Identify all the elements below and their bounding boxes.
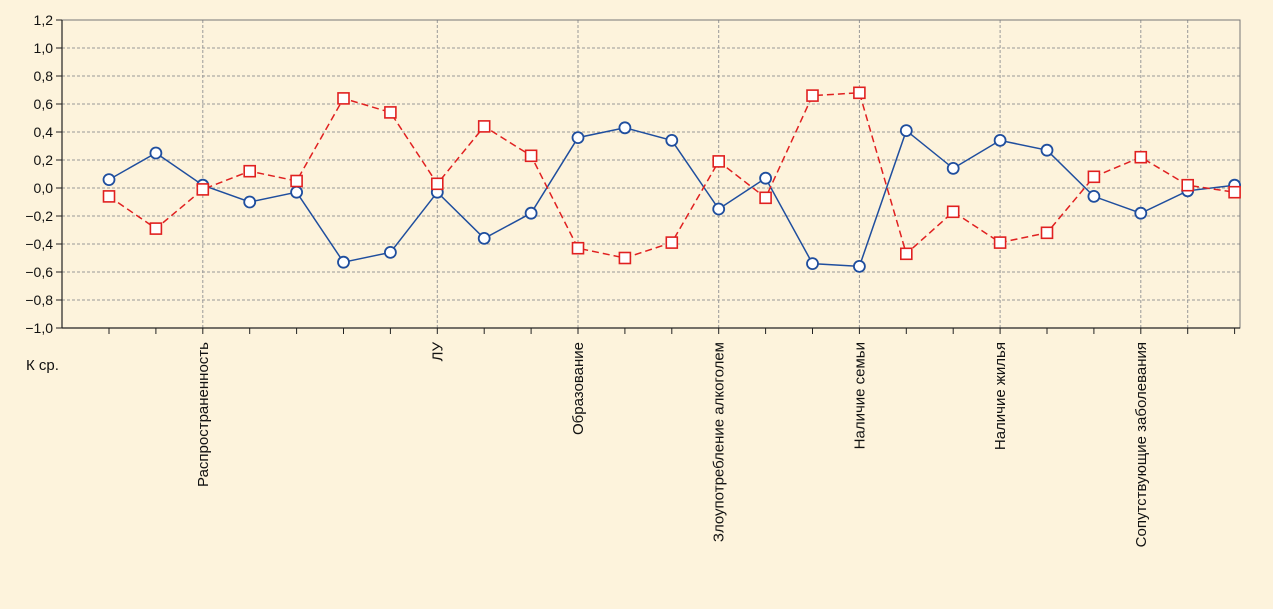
data-point [899, 124, 913, 138]
y-tick-label: 0,4 [34, 124, 54, 140]
data-point [1228, 185, 1241, 199]
data-point [806, 257, 819, 271]
y-tick-label: 1,0 [34, 40, 54, 56]
data-point [477, 120, 491, 133]
y-tick-labels: 1,2 1,0 0,8 0,6 0,4 0,2 0,0 −0,2 −0,4 −0,6 −0,8 −1,… [25, 12, 53, 336]
data-point [1087, 170, 1101, 184]
y-tick-label: 0,6 [34, 96, 54, 112]
category-labels: Распространенность ЛУ Образование Злоупотре… [195, 342, 1150, 548]
data-point [946, 205, 960, 219]
data-point [430, 177, 444, 191]
data-point [524, 149, 538, 163]
data-point [1087, 189, 1101, 203]
data-point [946, 161, 960, 175]
data-point [853, 259, 866, 273]
data-point [290, 174, 303, 188]
y-tick-label: −1,0 [25, 320, 53, 336]
data-point [759, 191, 772, 205]
y-tick-label: 1,2 [34, 12, 54, 28]
data-point [290, 185, 304, 199]
data-point [383, 245, 397, 259]
data-point [243, 164, 256, 178]
data-point [337, 255, 350, 269]
x-category-label: Наличие семьи [851, 342, 868, 449]
data-point [993, 133, 1007, 147]
x-category-label: Образование [570, 342, 587, 435]
y-tick-label: −0,4 [25, 236, 53, 252]
data-point [337, 92, 350, 105]
data-point [196, 183, 210, 196]
x-category-label: Злоупотребление алкоголем [711, 342, 728, 542]
y-tick-label: −0,8 [25, 292, 53, 308]
x-category-label: ЛУ [429, 342, 446, 362]
grid [62, 20, 1240, 328]
data-point [618, 251, 632, 265]
data-point [384, 106, 397, 119]
y-tick-label: 0,2 [34, 152, 54, 168]
data-point [477, 231, 491, 245]
series [102, 86, 1241, 273]
series-line [108, 92, 1235, 259]
data-point [571, 131, 585, 145]
series-1 [102, 121, 1241, 273]
y-tick-label: −0,6 [25, 264, 53, 280]
data-point [1040, 226, 1054, 240]
plot-frame [61, 19, 1241, 329]
data-point [665, 236, 679, 249]
data-point [853, 86, 866, 100]
data-point [806, 89, 819, 102]
data-point [243, 195, 257, 209]
data-point [524, 206, 538, 220]
data-point [759, 171, 772, 185]
y-tick-label: 0,0 [34, 180, 54, 196]
y-tick-label: −0,2 [25, 208, 53, 224]
x-tick-marks [108, 328, 1236, 334]
data-point [1181, 178, 1194, 192]
data-point [102, 190, 116, 203]
x-category-label: Сопутствующие заболевания [1133, 342, 1150, 547]
data-point [1134, 206, 1148, 220]
data-point [149, 146, 163, 160]
data-point [712, 202, 726, 216]
data-point [618, 121, 632, 135]
data-point [571, 241, 585, 255]
data-point [665, 133, 679, 147]
data-point [899, 247, 913, 261]
y-axis-label: К ср. [26, 357, 59, 374]
data-point [1134, 150, 1148, 164]
data-point [993, 236, 1007, 249]
data-point [712, 155, 726, 168]
data-point [102, 173, 116, 187]
x-category-label: Распространенность [195, 342, 212, 487]
data-point [1040, 143, 1054, 157]
y-tick-label: 0,8 [34, 68, 54, 84]
axes [56, 19, 1241, 329]
series-2 [102, 86, 1241, 265]
x-category-label: Наличие жилья [992, 342, 1009, 450]
data-point [149, 222, 163, 235]
